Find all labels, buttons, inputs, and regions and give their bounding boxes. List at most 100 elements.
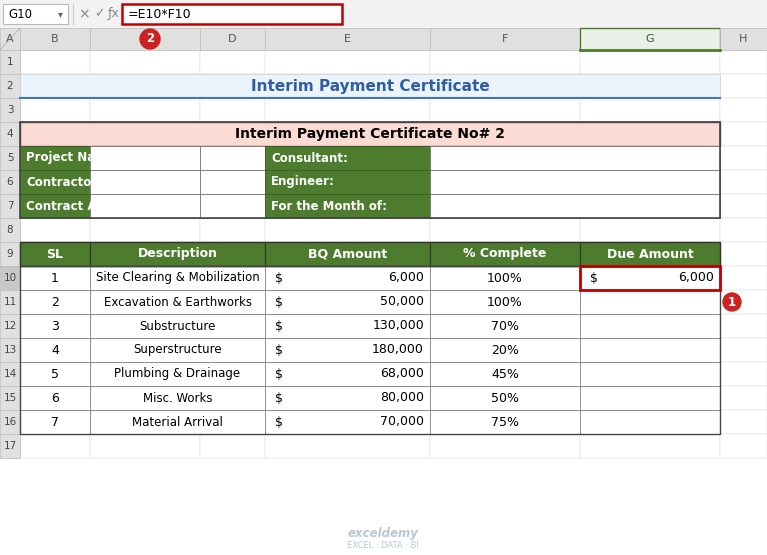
Bar <box>720 50 767 74</box>
Bar <box>90 434 200 458</box>
Text: 16: 16 <box>3 417 17 427</box>
Bar <box>200 146 265 170</box>
Bar <box>20 98 90 122</box>
Bar <box>430 218 580 242</box>
Bar <box>580 218 720 242</box>
Bar <box>200 362 265 386</box>
Bar <box>430 242 580 266</box>
Bar <box>90 194 200 218</box>
Text: 8: 8 <box>7 225 13 235</box>
Text: BQ Amount: BQ Amount <box>308 248 387 260</box>
Bar <box>720 74 767 98</box>
Text: % Complete: % Complete <box>463 248 547 260</box>
Bar <box>200 98 265 122</box>
Bar <box>430 386 580 410</box>
Text: $: $ <box>275 416 283 428</box>
Bar <box>265 410 430 434</box>
Text: Plumbing & Drainage: Plumbing & Drainage <box>114 367 241 381</box>
Text: 7: 7 <box>51 416 59 428</box>
Bar <box>580 242 720 266</box>
Bar <box>20 50 90 74</box>
Text: 9: 9 <box>7 249 13 259</box>
Bar <box>200 242 265 266</box>
Bar <box>20 194 90 218</box>
Bar <box>200 28 265 50</box>
Text: 130,000: 130,000 <box>372 320 424 332</box>
Bar <box>0 0 767 50</box>
Bar <box>720 338 767 362</box>
Bar <box>265 194 430 218</box>
Circle shape <box>723 293 741 311</box>
Text: Project Name:: Project Name: <box>26 152 120 164</box>
Text: 5: 5 <box>7 153 13 163</box>
Bar <box>90 290 200 314</box>
Bar <box>430 290 580 314</box>
Text: Due Amount: Due Amount <box>607 248 693 260</box>
Bar <box>720 98 767 122</box>
Bar <box>265 314 430 338</box>
Bar <box>90 386 265 410</box>
Bar <box>430 194 720 218</box>
Text: G: G <box>646 34 654 44</box>
Bar <box>720 266 767 290</box>
Bar <box>580 290 720 314</box>
Text: 1: 1 <box>728 295 736 309</box>
Text: 6: 6 <box>7 177 13 187</box>
Bar <box>265 290 430 314</box>
Bar <box>20 434 90 458</box>
Bar <box>90 314 200 338</box>
Text: 15: 15 <box>3 393 17 403</box>
Bar <box>200 170 265 194</box>
Bar <box>90 170 200 194</box>
Bar <box>20 314 90 338</box>
Bar <box>20 362 90 386</box>
Text: 2: 2 <box>146 33 154 46</box>
Bar <box>580 434 720 458</box>
Bar <box>580 242 720 266</box>
Text: SL: SL <box>47 248 64 260</box>
Bar <box>0 74 20 98</box>
Text: Interim Payment Certificate: Interim Payment Certificate <box>251 78 489 93</box>
Bar <box>265 242 430 266</box>
Text: 2: 2 <box>7 81 13 91</box>
Bar <box>265 28 430 50</box>
Bar <box>20 266 90 290</box>
Text: Misc. Works: Misc. Works <box>143 391 212 405</box>
Bar <box>430 122 580 146</box>
Text: 2: 2 <box>51 295 59 309</box>
Bar <box>430 98 580 122</box>
Bar <box>720 314 767 338</box>
Bar <box>265 362 430 386</box>
Bar <box>265 242 430 266</box>
Bar <box>430 434 580 458</box>
Bar <box>265 434 430 458</box>
Bar <box>430 266 580 290</box>
Bar <box>20 386 90 410</box>
Bar <box>0 338 20 362</box>
Bar <box>265 314 430 338</box>
Bar <box>200 290 265 314</box>
Text: $: $ <box>275 271 283 285</box>
Bar <box>90 170 200 194</box>
Bar <box>265 74 430 98</box>
Text: 1: 1 <box>51 271 59 285</box>
Text: 11: 11 <box>3 297 17 307</box>
Bar <box>90 242 265 266</box>
Bar <box>0 266 20 290</box>
Bar <box>20 194 90 218</box>
Bar <box>580 338 720 362</box>
Bar <box>0 314 20 338</box>
Bar <box>430 170 720 194</box>
Bar <box>90 218 200 242</box>
Bar <box>265 50 430 74</box>
Text: Contract Amount:: Contract Amount: <box>26 199 143 213</box>
Text: H: H <box>739 34 748 44</box>
Bar <box>580 266 720 290</box>
Bar <box>580 314 720 338</box>
Text: 100%: 100% <box>487 271 523 285</box>
Bar <box>0 98 20 122</box>
Text: =E10*F10: =E10*F10 <box>128 8 192 21</box>
Bar <box>0 218 20 242</box>
Bar <box>200 194 265 218</box>
Bar <box>430 146 580 170</box>
